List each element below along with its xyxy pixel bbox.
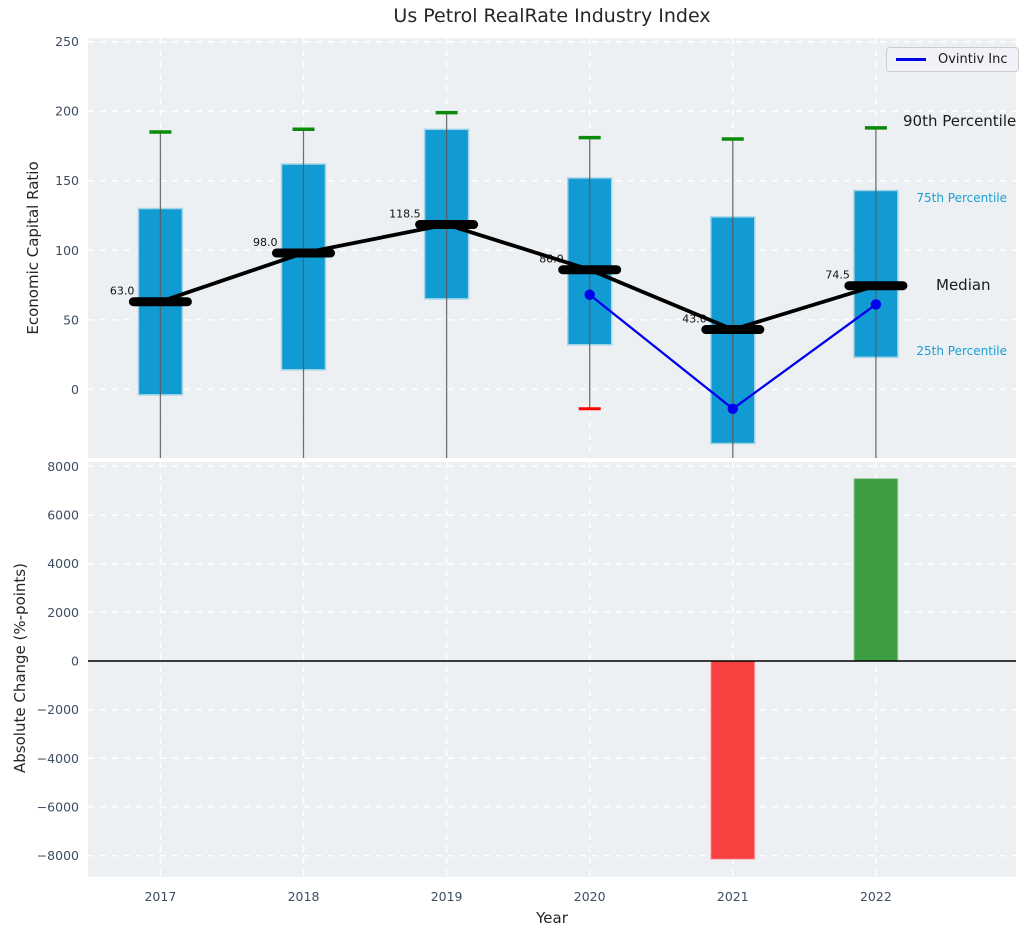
bottom-y-tick-label: 0 (71, 654, 79, 669)
x-tick-label-2021: 2021 (717, 889, 749, 904)
bottom-y-tick-label: −2000 (37, 702, 79, 717)
chart-title: Us Petrol RealRate Industry Index (393, 5, 711, 27)
annotation-90th-percentile: 90th Percentile (903, 112, 1017, 130)
x-tick-label-2019: 2019 (431, 889, 463, 904)
top-y-tick-label: 250 (55, 34, 79, 49)
change-bar-2022 (853, 478, 899, 662)
x-tick-label-2018: 2018 (288, 889, 320, 904)
top-y-tick-label: 50 (63, 312, 79, 327)
ovintiv-point-2020 (584, 289, 595, 300)
bottom-y-tick-label: 6000 (47, 508, 79, 523)
median-line (158, 222, 878, 332)
annotation-median: Median (936, 276, 991, 294)
bottom-y-tick-label: −4000 (37, 751, 79, 766)
ovintiv-point-2022 (870, 299, 882, 310)
median-value-label-2018: 98.0 (253, 236, 278, 249)
x-tick-label-2022: 2022 (860, 889, 892, 904)
ovintiv-point-2021 (727, 403, 738, 414)
top-y-tick-label: 200 (55, 104, 79, 119)
top-y-tick-label: 0 (71, 382, 79, 397)
x-tick-label-2017: 2017 (144, 889, 176, 904)
median-value-label-2019: 118.5 (389, 208, 421, 221)
annotation-75th-percentile: 75th Percentile (916, 191, 1007, 205)
top-y-tick-label: 150 (55, 173, 79, 188)
change-bar-2021 (710, 660, 756, 860)
x-tick-label-2020: 2020 (574, 889, 606, 904)
bottom-y-axis-label: Absolute Change (%-points) (11, 563, 29, 773)
bottom-y-tick-label: 2000 (47, 605, 79, 620)
legend: Ovintiv Inc (886, 47, 1019, 72)
bottom-y-tick-label: −8000 (37, 848, 79, 863)
bottom-y-tick-label: 8000 (47, 459, 79, 474)
bottom-y-tick-label: −6000 (37, 799, 79, 814)
median-value-label-2022: 74.5 (825, 269, 850, 282)
legend-label: Ovintiv Inc (938, 52, 1008, 67)
annotation-25th-percentile: 25th Percentile (916, 344, 1007, 358)
x-axis-label: Year (536, 909, 568, 927)
legend-line-sample-icon (896, 58, 926, 61)
top-y-axis-label: Economic Capital Ratio (24, 161, 42, 335)
bottom-y-tick-label: 4000 (47, 556, 79, 571)
top-y-tick-label: 100 (55, 243, 79, 258)
median-value-label-2017: 63.0 (110, 285, 135, 298)
